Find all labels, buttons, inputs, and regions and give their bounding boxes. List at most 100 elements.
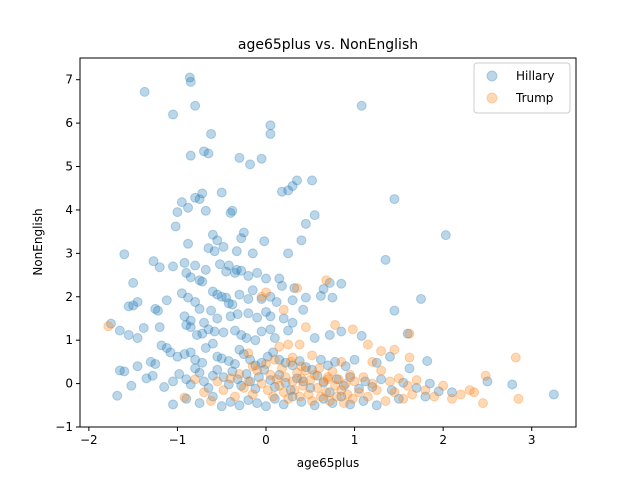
data-point-trump	[389, 344, 400, 355]
data-point-hillary	[389, 194, 400, 205]
data-point-hillary	[416, 293, 426, 304]
data-point-trump	[321, 387, 332, 398]
data-point-hillary	[218, 241, 229, 252]
data-point-trump	[358, 372, 369, 383]
data-point-hillary	[356, 100, 367, 111]
data-point-hillary	[280, 357, 291, 368]
data-point-trump	[314, 363, 325, 374]
data-point-hillary	[367, 382, 378, 393]
data-point-hillary	[371, 357, 382, 368]
y-tick-label: 4	[65, 203, 73, 217]
data-point-hillary	[238, 227, 249, 238]
data-point-trump	[268, 391, 279, 402]
data-point-hillary	[278, 313, 289, 324]
data-point-hillary	[185, 76, 196, 87]
data-point-hillary	[269, 333, 280, 344]
data-point-hillary	[386, 385, 397, 396]
data-point-hillary	[212, 289, 223, 300]
data-point-hillary	[168, 109, 178, 120]
data-point-hillary	[252, 312, 263, 323]
data-point-hillary	[318, 393, 329, 404]
data-point-hillary	[132, 296, 143, 307]
data-point-hillary	[393, 393, 404, 404]
data-point-hillary	[287, 181, 298, 192]
data-point-trump	[303, 389, 314, 400]
data-point-trump	[429, 391, 440, 402]
data-point-hillary	[404, 363, 415, 374]
data-point-hillary	[345, 372, 356, 383]
data-point-hillary	[287, 391, 298, 402]
data-point-hillary	[276, 186, 287, 197]
data-point-hillary	[292, 175, 302, 186]
data-point-hillary	[315, 290, 326, 301]
data-point-hillary	[194, 367, 205, 378]
data-point-trump	[330, 319, 341, 330]
data-point-trump	[300, 365, 311, 376]
data-point-hillary	[212, 313, 223, 324]
data-point-trump	[238, 382, 249, 393]
data-point-hillary	[200, 264, 211, 275]
data-point-trump	[398, 393, 409, 404]
data-point-trump	[469, 387, 480, 398]
data-point-hillary	[289, 283, 300, 294]
data-point-trump	[283, 393, 294, 404]
data-point-hillary	[176, 197, 187, 208]
data-point-trump	[371, 385, 382, 396]
data-point-hillary	[190, 354, 201, 365]
data-point-trump	[402, 380, 413, 391]
data-point-hillary	[398, 377, 409, 388]
data-point-trump	[265, 369, 276, 380]
y-axis: −1 0 1 2 3 4 5 6 7	[55, 73, 80, 434]
data-point-hillary	[181, 319, 192, 330]
data-point-hillary	[227, 366, 238, 377]
legend-label-trump: Trump	[515, 91, 553, 105]
data-point-hillary	[203, 324, 214, 335]
data-point-hillary	[230, 325, 240, 336]
data-point-trump	[206, 395, 217, 406]
data-point-hillary	[338, 380, 349, 391]
data-point-hillary	[424, 378, 435, 389]
data-point-hillary	[247, 285, 258, 296]
data-point-hillary	[309, 210, 320, 221]
data-point-trump	[305, 375, 316, 386]
data-point-hillary	[181, 393, 192, 404]
data-point-trump	[256, 291, 267, 302]
data-point-hillary	[259, 236, 270, 247]
data-point-hillary	[212, 364, 223, 375]
data-point-trump	[262, 385, 273, 396]
data-point-hillary	[145, 356, 156, 367]
data-point-hillary	[234, 400, 245, 411]
x-tick-label: 0	[262, 433, 270, 447]
data-point-hillary	[179, 311, 190, 322]
data-point-hillary	[360, 376, 371, 387]
data-point-hillary	[203, 382, 214, 393]
data-point-hillary	[265, 120, 276, 131]
data-point-hillary	[230, 267, 240, 278]
data-point-trump	[464, 385, 475, 396]
data-point-hillary	[234, 289, 245, 300]
data-point-trump	[179, 392, 190, 403]
data-point-trump	[345, 369, 356, 380]
data-point-hillary	[159, 382, 170, 393]
data-point-hillary	[194, 194, 205, 205]
data-point-hillary	[307, 175, 318, 186]
data-point-hillary	[207, 338, 218, 349]
legend: Hillary Trump	[473, 62, 571, 114]
chart-title: age65plus vs. NonEnglish	[238, 37, 418, 53]
data-point-hillary	[241, 333, 252, 344]
y-tick-label: 1	[65, 333, 73, 347]
data-point-trump	[292, 367, 302, 378]
data-point-trump	[324, 395, 335, 406]
data-point-hillary	[126, 380, 137, 391]
data-point-hillary	[323, 360, 333, 371]
data-point-trump	[336, 385, 347, 396]
data-point-hillary	[356, 330, 367, 341]
data-point-hillary	[287, 317, 298, 328]
data-point-trump	[212, 376, 223, 387]
data-point-hillary	[253, 372, 264, 383]
data-point-hillary	[206, 305, 217, 316]
data-point-hillary	[230, 359, 240, 370]
data-point-hillary	[212, 351, 223, 362]
data-point-hillary	[280, 377, 291, 388]
